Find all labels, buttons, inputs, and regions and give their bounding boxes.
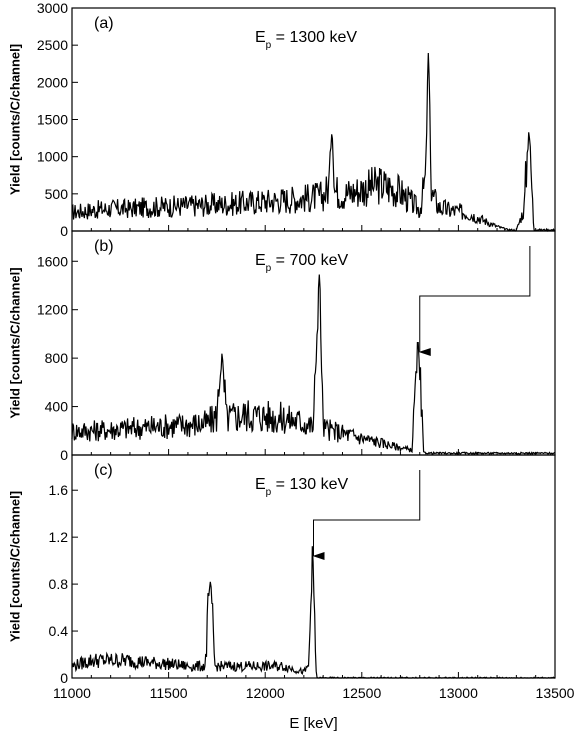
y-tick-label-c-3: 1.2 — [49, 529, 69, 545]
arrow-b-to-c — [312, 470, 421, 560]
beam-energy-label-c: Ep = 130 keV — [255, 476, 349, 498]
y-axis-label-a: Yield [counts/C/channel] — [7, 44, 22, 195]
panel-c: 0 0.4 0.8 1.2 1.6 11000 11500 12000 12500 13000 1… — [7, 454, 575, 732]
arrow-a-to-b — [418, 246, 531, 356]
x-axis-label: E [keV] — [289, 715, 337, 732]
x-tick-label-4: 13000 — [439, 685, 478, 701]
y-tick-label-a-0: 0 — [60, 223, 68, 239]
frame-panel-c — [71, 454, 556, 679]
series-line-panel-a — [71, 52, 556, 233]
panel-label-c: (c) — [94, 462, 113, 479]
x-tick-label-1: 11500 — [150, 685, 188, 701]
panel-b: 0 400 800 1200 1600 (b) Ep = 700 keV Yield [… — [7, 230, 556, 463]
peak-shift-arrows — [312, 246, 531, 560]
y-tick-label-a-4: 2000 — [37, 74, 68, 90]
beam-energy-label-b: Ep = 700 keV — [255, 252, 349, 274]
y-tick-label-a-3: 1500 — [37, 112, 68, 128]
series-line-panel-b — [71, 274, 556, 456]
x-tick-label-2: 12000 — [246, 685, 285, 701]
y-tick-label-c-2: 0.8 — [49, 576, 69, 592]
beam-energy-label-a: Ep = 1300 keV — [255, 29, 357, 51]
y-tick-label-c-4: 1.6 — [49, 482, 69, 498]
x-tick-label-0: 11000 — [53, 685, 91, 701]
panel-a: 0 500 1000 1500 2000 2500 3000 (a) Ep = 1300 k… — [7, 0, 556, 239]
y-tick-label-a-6: 3000 — [37, 0, 68, 16]
y-tick-label-a-5: 2500 — [37, 37, 68, 53]
y-tick-label-b-1: 400 — [45, 399, 69, 415]
x-tick-label-3: 12500 — [342, 685, 381, 701]
panel-label-b: (b) — [94, 238, 114, 255]
series-line-panel-c — [71, 546, 556, 679]
y-tick-label-b-2: 800 — [45, 350, 69, 366]
x-tick-label-5: 13500 — [536, 685, 575, 701]
y-axis-label-c: Yield [counts/C/channel] — [7, 491, 22, 642]
y-tick-label-c-0: 0 — [60, 670, 68, 686]
y-tick-label-b-0: 0 — [60, 447, 68, 463]
y-tick-label-c-1: 0.4 — [49, 623, 69, 639]
y-axis-label-b: Yield [counts/C/channel] — [7, 267, 22, 418]
y-tick-label-b-3: 1200 — [37, 302, 68, 318]
panel-label-a: (a) — [94, 15, 114, 32]
y-tick-label-b-4: 1600 — [37, 253, 68, 269]
y-tick-label-a-2: 1000 — [37, 149, 68, 165]
y-tick-label-a-1: 500 — [45, 186, 69, 202]
